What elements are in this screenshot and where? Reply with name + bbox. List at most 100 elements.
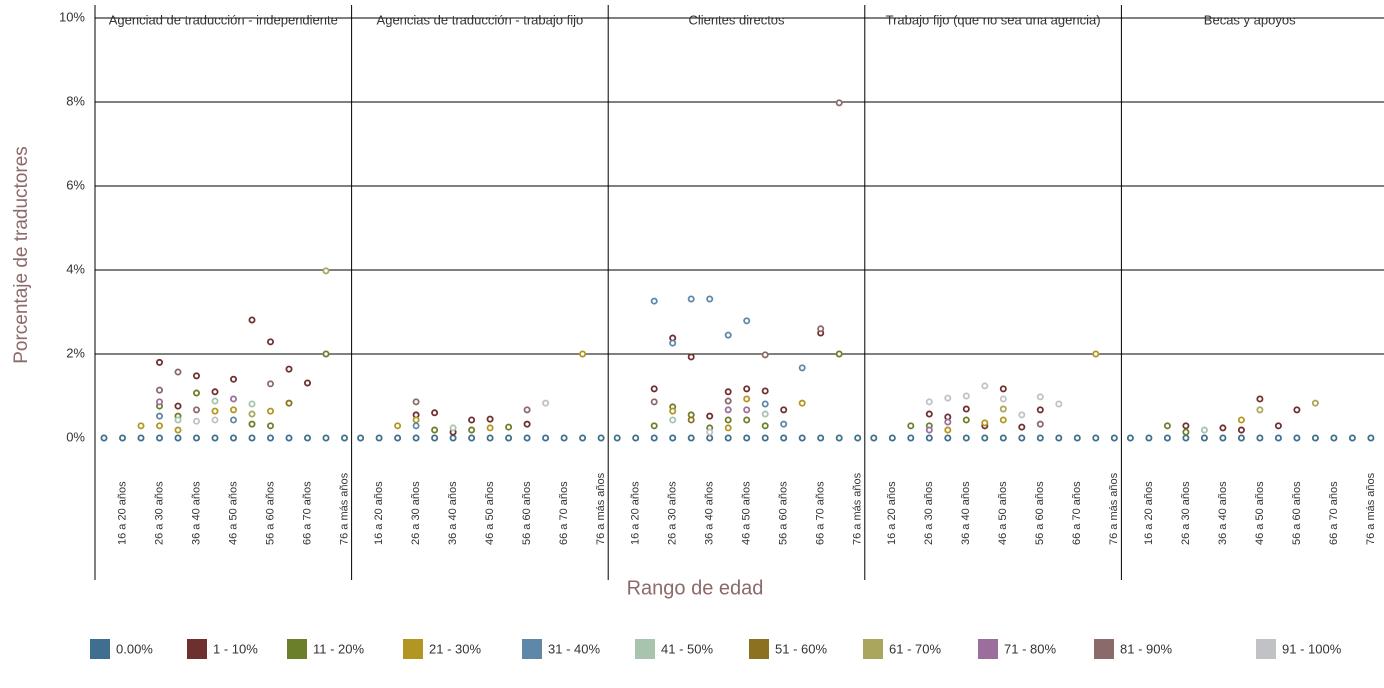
- dot: [229, 434, 237, 442]
- legend-swatch: [522, 639, 542, 659]
- dot: [888, 434, 896, 442]
- dot: [632, 434, 640, 442]
- dot: [1348, 434, 1356, 442]
- dot: [669, 416, 677, 424]
- dot: [835, 350, 843, 358]
- legend-label: 0.00%: [116, 641, 153, 656]
- dot: [1219, 434, 1227, 442]
- dot: [1237, 416, 1245, 424]
- dot: [394, 422, 402, 430]
- dot: [1163, 422, 1171, 430]
- dot: [1293, 406, 1301, 414]
- x-tick-label: 26 a 30 años: [923, 481, 935, 545]
- dot: [724, 424, 732, 432]
- dot: [322, 350, 330, 358]
- dot: [724, 416, 732, 424]
- dot: [523, 434, 531, 442]
- dot: [303, 379, 311, 387]
- x-tick-label: 56 a 60 años: [264, 481, 276, 545]
- legend-label: 81 - 90%: [1120, 641, 1172, 656]
- dot: [119, 434, 127, 442]
- dot: [687, 416, 695, 424]
- dot: [724, 406, 732, 414]
- dot: [248, 434, 256, 442]
- dot: [687, 353, 695, 361]
- dot: [542, 434, 550, 442]
- legend-swatch: [863, 639, 883, 659]
- dot: [1200, 426, 1208, 434]
- dot: [1018, 423, 1026, 431]
- y-tick-label: 4%: [66, 261, 85, 276]
- dot: [999, 405, 1007, 413]
- dot: [962, 392, 970, 400]
- dot: [285, 399, 293, 407]
- x-tick-label: 26 a 30 años: [410, 481, 422, 545]
- legend-label: 21 - 30%: [429, 641, 481, 656]
- dot: [100, 434, 108, 442]
- dot: [761, 400, 769, 408]
- x-tick-label: 46 a 50 años: [227, 481, 239, 545]
- dot: [505, 423, 513, 431]
- dot: [192, 389, 200, 397]
- dot: [870, 434, 878, 442]
- dot: [1219, 424, 1227, 432]
- dot: [907, 422, 915, 430]
- dot: [706, 434, 714, 442]
- dot: [412, 434, 420, 442]
- dot: [357, 434, 365, 442]
- dot: [999, 434, 1007, 442]
- dot: [1311, 434, 1319, 442]
- dot: [925, 426, 933, 434]
- dot: [431, 409, 439, 417]
- y-tick-label: 0%: [66, 429, 85, 444]
- dot: [907, 434, 915, 442]
- dot: [780, 434, 788, 442]
- dot: [1126, 434, 1134, 442]
- dot: [192, 417, 200, 425]
- x-tick-label: 36 a 40 años: [960, 481, 972, 545]
- legend-label: 31 - 40%: [548, 641, 600, 656]
- legend-swatch: [635, 639, 655, 659]
- dot: [155, 422, 163, 430]
- x-tick-label: 56 a 60 años: [521, 481, 533, 545]
- dot: [706, 412, 714, 420]
- panel-title: Becas y apoyos: [1204, 12, 1296, 27]
- dot: [248, 410, 256, 418]
- dot: [579, 434, 587, 442]
- dot: [1182, 428, 1190, 436]
- dot: [1018, 411, 1026, 419]
- dot: [650, 434, 658, 442]
- dot: [1110, 434, 1118, 442]
- dot: [944, 434, 952, 442]
- dot: [1256, 434, 1264, 442]
- dot: [192, 406, 200, 414]
- x-tick-label: 36 a 40 años: [1217, 481, 1229, 545]
- dot: [174, 434, 182, 442]
- panel-title: Clientes directos: [688, 12, 785, 27]
- dot: [322, 267, 330, 275]
- x-tick-label: 36 a 40 años: [447, 481, 459, 545]
- dot: [449, 424, 457, 432]
- dot: [340, 434, 348, 442]
- dot: [394, 434, 402, 442]
- dot: [266, 380, 274, 388]
- dot: [229, 375, 237, 383]
- dot: [761, 410, 769, 418]
- dot: [761, 422, 769, 430]
- dot: [431, 434, 439, 442]
- dot: [1293, 434, 1301, 442]
- dot: [542, 399, 550, 407]
- dot: [817, 325, 825, 333]
- dot: [743, 406, 751, 414]
- dot: [780, 420, 788, 428]
- dot: [743, 416, 751, 424]
- x-tick-label: 66 a 70 años: [1071, 481, 1083, 545]
- dot: [650, 297, 658, 305]
- legend-label: 41 - 50%: [661, 641, 713, 656]
- dot: [248, 400, 256, 408]
- dot: [669, 407, 677, 415]
- dot: [597, 434, 605, 442]
- dot: [761, 434, 769, 442]
- dot: [155, 398, 163, 406]
